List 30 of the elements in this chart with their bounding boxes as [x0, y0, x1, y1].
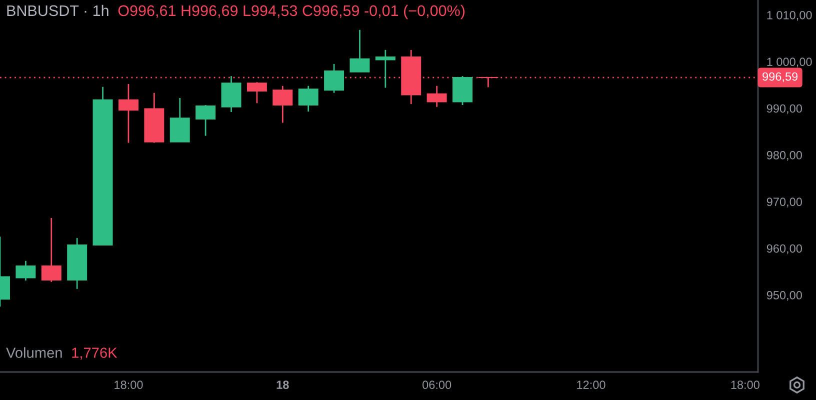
chart-subtitle: O996,61 H996,69 L994,53 C996,59 -0,01 (−0,00%) — [118, 4, 465, 20]
candlestick — [426, 85, 447, 108]
candlestick — [41, 217, 62, 283]
ref-line-label: 996,59 — [762, 72, 798, 82]
x-tick-label: 12:00 — [577, 380, 606, 390]
candlestick — [324, 63, 344, 94]
y-tick-label: 970,00 — [766, 198, 802, 208]
y-tick-label: 990,00 — [766, 104, 802, 114]
candlestick — [170, 97, 190, 143]
x-tick-label: 06:00 — [422, 380, 452, 390]
candlestick — [196, 104, 216, 137]
x-tick-label: 18:00 — [114, 380, 143, 390]
y-tick-label: 980,00 — [766, 150, 802, 161]
x-tick-label: 18 — [276, 380, 289, 390]
y-tick-label: 950,00 — [766, 291, 802, 301]
candlestick — [272, 85, 293, 124]
annotation: Volumen — [6, 347, 62, 358]
candlestick — [246, 81, 267, 104]
candlestick — [375, 49, 396, 88]
x-tick-label: 18:00 — [731, 380, 760, 390]
candlestick — [350, 29, 370, 73]
annotation: 1,776K — [72, 348, 118, 360]
chart-title: BNBUSDT · 1h — [7, 4, 108, 16]
candlestick — [221, 75, 242, 113]
candlestick — [118, 83, 138, 144]
y-tick-label: 1 010,00 — [767, 10, 812, 21]
y-tick-label: 960,00 — [766, 244, 802, 254]
candlestick — [16, 260, 36, 282]
candlestick — [298, 85, 318, 112]
y-tick-label: 1 000,00 — [767, 58, 812, 68]
